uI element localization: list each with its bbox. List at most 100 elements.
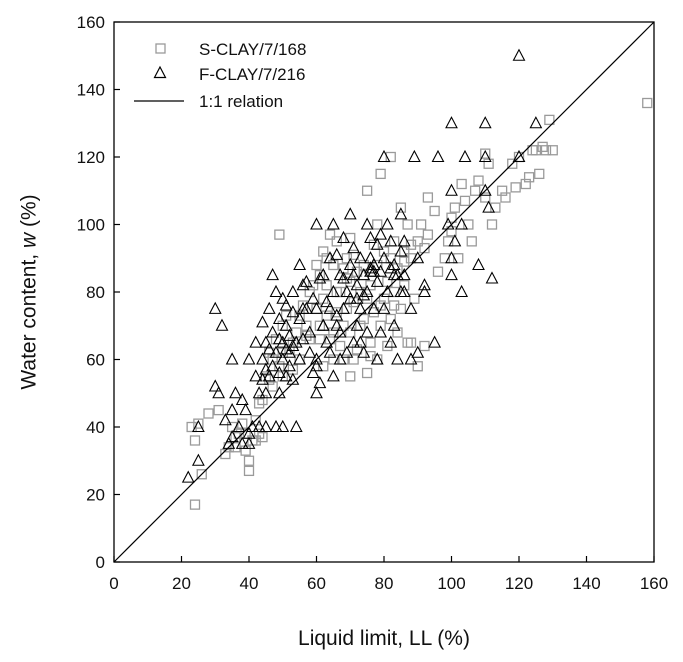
triangle-data-point bbox=[289, 419, 303, 433]
square-data-point bbox=[345, 232, 356, 244]
x-tick-labels: 0 20 40 60 80 100 120 140 160 bbox=[109, 574, 668, 593]
series-triangle bbox=[181, 48, 543, 483]
triangle-data-point bbox=[310, 359, 323, 372]
square-data-point bbox=[490, 202, 501, 213]
square-data-point bbox=[267, 354, 278, 365]
square-data-point bbox=[523, 172, 535, 183]
square-data-point bbox=[405, 337, 417, 348]
triangle-data-point bbox=[269, 284, 283, 298]
triangle-data-point bbox=[330, 247, 344, 260]
square-data-point bbox=[395, 202, 407, 213]
square-data-point bbox=[540, 145, 552, 156]
x-tick-label: 80 bbox=[375, 574, 394, 593]
square-data-point bbox=[530, 145, 542, 156]
triangle-data-point bbox=[232, 419, 246, 433]
triangle-data-point bbox=[310, 217, 323, 230]
square-data-point bbox=[348, 296, 359, 308]
square-data-point bbox=[463, 219, 474, 230]
square-data-point bbox=[318, 361, 329, 372]
y-axis-title-variable: w bbox=[17, 231, 40, 248]
triangle-data-point bbox=[242, 352, 256, 365]
triangle-data-point bbox=[353, 301, 367, 314]
triangle-data-point bbox=[485, 271, 499, 284]
triangle-data-point bbox=[276, 291, 290, 304]
y-tick-label: 160 bbox=[77, 13, 105, 32]
triangle-data-point bbox=[310, 386, 323, 399]
square-data-point bbox=[419, 242, 430, 254]
square-data-point bbox=[189, 499, 201, 510]
square-data-point bbox=[277, 347, 288, 358]
triangle-data-point bbox=[445, 267, 458, 281]
triangle-data-point bbox=[512, 48, 526, 61]
square-data-point bbox=[220, 448, 231, 460]
triangle-data-point bbox=[313, 271, 327, 284]
y-tick-label: 0 bbox=[96, 553, 105, 572]
triangle-data-point bbox=[283, 328, 296, 341]
triangle-data-point bbox=[269, 345, 283, 358]
square-data-point bbox=[534, 168, 545, 180]
triangle-data-point bbox=[299, 274, 313, 287]
square-data-point bbox=[189, 435, 201, 446]
square-data-point bbox=[473, 175, 484, 186]
triangle-data-point bbox=[272, 365, 286, 379]
square-data-point bbox=[382, 340, 393, 352]
triangle-data-point bbox=[286, 305, 300, 318]
square-data-point bbox=[331, 307, 342, 318]
square-data-point bbox=[348, 249, 359, 261]
x-tick-label: 140 bbox=[572, 574, 600, 593]
square-data-point bbox=[250, 435, 261, 446]
y-tick-label: 80 bbox=[86, 283, 105, 302]
triangle-data-point bbox=[448, 234, 462, 247]
triangle-data-point bbox=[259, 386, 273, 399]
data-points bbox=[181, 48, 653, 510]
triangle-data-point bbox=[330, 318, 344, 331]
triangle-data-point bbox=[212, 386, 226, 399]
square-data-point bbox=[642, 97, 653, 109]
square-data-point bbox=[399, 256, 410, 267]
triangle-data-point bbox=[252, 386, 266, 399]
square-data-point bbox=[301, 320, 312, 331]
triangle-data-point bbox=[347, 335, 361, 348]
square-data-point bbox=[375, 320, 386, 331]
triangle-data-point bbox=[326, 217, 340, 230]
y-tick-labels: 0 20 40 60 80 100 120 140 160 bbox=[77, 13, 105, 572]
triangle-data-point bbox=[279, 342, 293, 355]
triangle-data-point bbox=[320, 335, 334, 348]
triangle-data-point bbox=[208, 301, 222, 314]
triangle-data-point bbox=[431, 149, 445, 163]
triangle-data-point bbox=[276, 419, 290, 433]
triangle-data-point bbox=[323, 345, 337, 358]
triangle-data-point bbox=[296, 332, 310, 345]
square-data-point bbox=[378, 246, 390, 257]
square-data-point bbox=[388, 300, 400, 311]
triangle-data-point bbox=[441, 217, 455, 230]
triangle-data-point bbox=[529, 116, 543, 129]
triangle-data-point bbox=[262, 301, 276, 314]
triangle-data-point bbox=[458, 149, 472, 163]
legend-triangle-marker bbox=[153, 65, 167, 79]
square-data-point bbox=[351, 344, 363, 355]
triangle-data-point bbox=[397, 234, 411, 247]
triangle-data-point bbox=[326, 284, 340, 298]
triangle-data-point bbox=[377, 149, 391, 163]
triangle-data-point bbox=[242, 436, 256, 449]
y-axis-title-suffix: (%) bbox=[17, 194, 40, 233]
triangle-data-point bbox=[208, 379, 222, 392]
triangle-data-point bbox=[478, 183, 492, 196]
triangle-data-point bbox=[364, 264, 377, 277]
triangle-data-point bbox=[296, 278, 310, 291]
square-data-point bbox=[253, 428, 265, 439]
triangle-data-point bbox=[249, 369, 263, 382]
legend-label-f-clay: F-CLAY/7/216 bbox=[199, 65, 305, 84]
square-data-point bbox=[446, 212, 457, 223]
plot-frame bbox=[113, 21, 655, 563]
square-data-point bbox=[466, 236, 477, 247]
triangle-data-point bbox=[347, 240, 361, 254]
y-tick-label: 100 bbox=[77, 216, 105, 235]
square-data-point bbox=[233, 428, 245, 439]
square-data-point bbox=[328, 259, 339, 271]
square-data-point bbox=[365, 350, 376, 362]
triangle-data-point bbox=[266, 325, 280, 338]
square-data-point bbox=[399, 280, 410, 291]
square-data-point bbox=[345, 371, 356, 382]
